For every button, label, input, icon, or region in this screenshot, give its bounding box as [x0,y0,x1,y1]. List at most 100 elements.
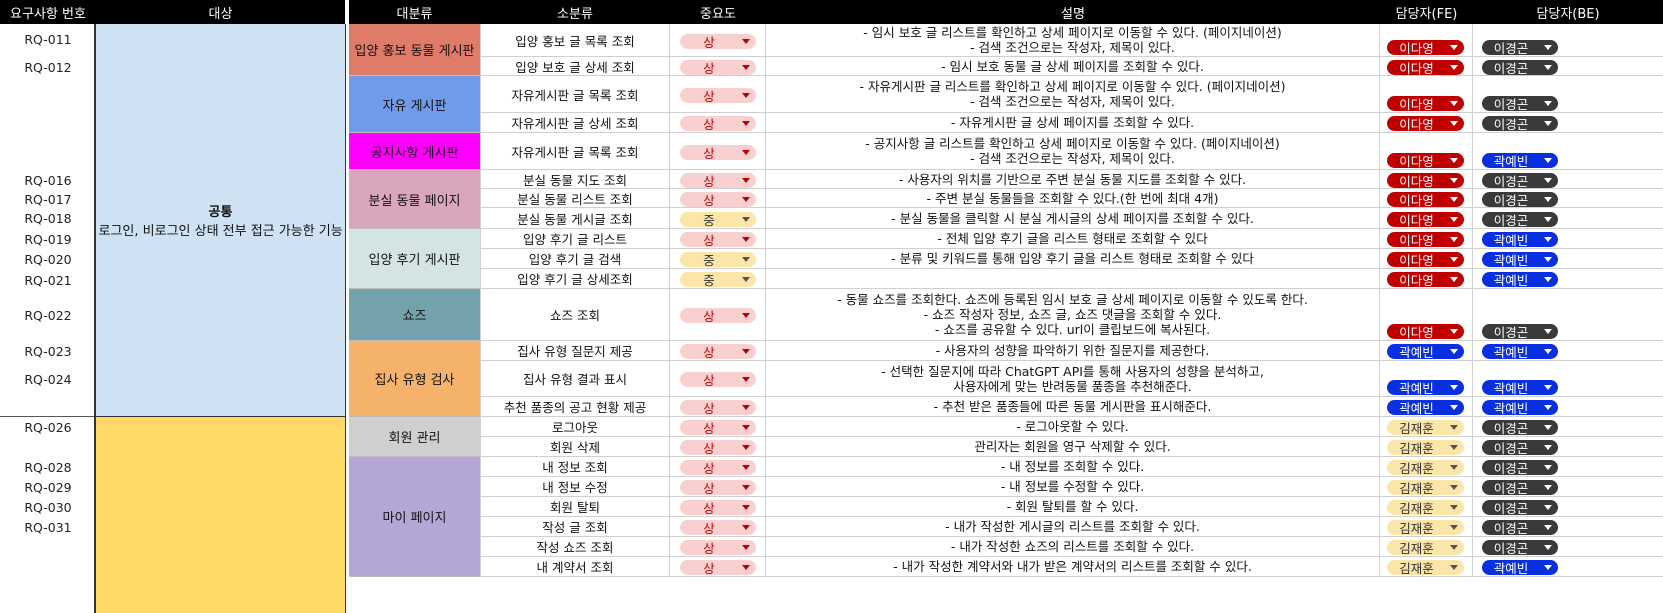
importance-dropdown[interactable]: 상 [680,560,756,576]
req-number[interactable]: RQ-026 [24,420,72,435]
description-cell[interactable]: - 동물 쇼즈를 조회한다. 쇼즈에 등록된 임시 보호 글 상세 페이지로 이… [766,289,1380,341]
importance-dropdown[interactable]: 중 [680,272,756,288]
header-importance[interactable]: 중요도 [670,0,766,24]
req-number[interactable]: RQ-028 [24,460,72,475]
be-owner-dropdown[interactable]: 곽예빈 [1482,232,1558,248]
req-number[interactable]: RQ-016 [24,173,72,188]
importance-dropdown[interactable]: 상 [680,191,756,208]
importance-dropdown[interactable]: 상 [680,520,756,536]
be-owner-dropdown[interactable]: 이경곤 [1482,172,1558,189]
be-owner-dropdown[interactable]: 곽예빈 [1482,153,1558,169]
subcategory-cell[interactable]: 내 정보 조회 [480,457,670,477]
importance-dropdown[interactable]: 상 [680,400,756,416]
be-owner-dropdown[interactable]: 곽예빈 [1482,344,1558,360]
subcategory-cell[interactable]: 자유게시판 글 상세 조회 [480,113,670,133]
be-owner-dropdown[interactable]: 곽예빈 [1482,252,1558,268]
category-cell[interactable]: 분실 동물 페이지 [349,170,480,229]
be-owner-dropdown[interactable]: 이경곤 [1482,480,1558,496]
subcategory-cell[interactable]: 분실 동물 게시글 조회 [480,208,670,229]
fe-owner-dropdown[interactable]: 이다영 [1387,272,1464,288]
header-be-owner[interactable]: 담당자(BE) [1473,0,1663,24]
description-cell[interactable]: - 사용자의 성향을 파악하기 위한 질문지를 제공한다. [766,341,1380,361]
fe-owner-dropdown[interactable]: 이다영 [1387,116,1464,132]
fe-owner-dropdown[interactable]: 김재훈 [1387,560,1464,576]
description-cell[interactable]: - 내 정보를 수정할 수 있다. [766,477,1380,497]
subcategory-cell[interactable]: 자유게시판 글 목록 조회 [480,76,670,113]
fe-owner-dropdown[interactable]: 이다영 [1387,59,1464,76]
req-number[interactable]: RQ-029 [24,480,72,495]
be-owner-dropdown[interactable]: 이경곤 [1482,116,1558,132]
be-owner-dropdown[interactable]: 이경곤 [1482,191,1558,208]
importance-dropdown[interactable]: 상 [680,344,756,360]
description-cell[interactable]: 관리자는 회원을 영구 삭제할 수 있다. [766,437,1380,457]
fe-owner-dropdown[interactable]: 김재훈 [1387,500,1464,516]
subcategory-cell[interactable]: 로그아웃 [480,417,670,437]
importance-dropdown[interactable]: 상 [680,33,756,50]
fe-owner-dropdown[interactable]: 김재훈 [1387,420,1464,436]
description-cell[interactable]: - 내가 작성한 쇼즈의 리스트를 조회할 수 있다. [766,537,1380,557]
req-number[interactable]: RQ-022 [24,308,72,323]
subcategory-cell[interactable]: 분실 동물 지도 조회 [480,170,670,189]
fe-owner-dropdown[interactable]: 이다영 [1387,172,1464,189]
description-cell[interactable]: - 추천 받은 품종들에 따른 동물 게시판을 표시해준다. [766,397,1380,417]
req-number[interactable]: RQ-011 [24,32,72,47]
req-number[interactable]: RQ-023 [24,344,72,359]
importance-dropdown[interactable]: 상 [680,59,756,76]
subcategory-cell[interactable]: 내 계약서 조회 [480,557,670,577]
be-owner-dropdown[interactable]: 이경곤 [1482,540,1558,556]
fe-owner-dropdown[interactable]: 곽예빈 [1387,344,1464,360]
importance-dropdown[interactable]: 상 [680,480,756,496]
subcategory-cell[interactable]: 집사 유형 결과 표시 [480,361,670,397]
subcategory-cell[interactable]: 입양 후기 글 리스트 [480,229,670,249]
importance-dropdown[interactable]: 상 [680,440,756,456]
importance-dropdown[interactable]: 상 [680,172,756,189]
importance-dropdown[interactable]: 중 [680,252,756,268]
category-cell[interactable]: 공지사항 게시판 [349,133,480,170]
importance-dropdown[interactable]: 상 [680,232,756,248]
subcategory-cell[interactable]: 회원 탈퇴 [480,497,670,517]
category-cell[interactable]: 집사 유형 검사 [349,341,480,417]
be-owner-dropdown[interactable]: 이경곤 [1482,40,1558,56]
fe-owner-dropdown[interactable]: 이다영 [1387,191,1464,208]
be-owner-dropdown[interactable]: 곽예빈 [1482,272,1558,288]
subcategory-cell[interactable]: 회원 삭제 [480,437,670,457]
be-owner-dropdown[interactable]: 이경곤 [1482,440,1558,456]
category-cell[interactable]: 마이 페이지 [349,457,480,577]
importance-dropdown[interactable]: 상 [680,372,756,388]
be-owner-dropdown[interactable]: 곽예빈 [1482,380,1558,396]
category-cell[interactable]: 자유 게시판 [349,76,480,133]
target-common-cell[interactable]: 공통 로그인, 비로그인 상태 전부 접근 가능한 기능 [94,24,346,417]
fe-owner-dropdown[interactable]: 김재훈 [1387,540,1464,556]
req-number[interactable]: RQ-021 [24,273,72,288]
description-cell[interactable]: - 분실 동물을 클릭할 시 분실 게시글의 상세 페이지를 조회할 수 있다. [766,208,1380,229]
importance-dropdown[interactable]: 상 [680,144,756,161]
be-owner-dropdown[interactable]: 이경곤 [1482,460,1558,476]
importance-dropdown[interactable]: 상 [680,460,756,476]
description-cell[interactable]: - 선택한 질문지에 따라 ChatGPT API를 통해 사용자의 성향을 분… [766,361,1380,397]
fe-owner-dropdown[interactable]: 이다영 [1387,96,1464,112]
req-number[interactable]: RQ-030 [24,500,72,515]
subcategory-cell[interactable]: 작성 쇼즈 조회 [480,537,670,557]
fe-owner-dropdown[interactable]: 이다영 [1387,232,1464,248]
be-owner-dropdown[interactable]: 이경곤 [1482,96,1558,112]
description-cell[interactable]: - 사용자의 위치를 기반으로 주변 분실 동물 지도를 조회할 수 있다. [766,170,1380,189]
description-cell[interactable]: - 내가 작성한 계약서와 내가 받은 계약서의 리스트를 조회할 수 있다. [766,557,1380,577]
req-number[interactable]: RQ-020 [24,252,72,267]
importance-dropdown[interactable]: 상 [680,540,756,556]
subcategory-cell[interactable]: 추천 품종의 공고 현황 제공 [480,397,670,417]
subcategory-cell[interactable]: 작성 글 조회 [480,517,670,537]
target-member-cell[interactable] [94,417,346,613]
description-cell[interactable]: - 내 정보를 조회할 수 있다. [766,457,1380,477]
fe-owner-dropdown[interactable]: 김재훈 [1387,460,1464,476]
req-number[interactable]: RQ-012 [24,60,72,75]
req-number[interactable]: RQ-018 [24,211,72,226]
description-cell[interactable]: - 자유게시판 글 리스트를 확인하고 상세 페이지로 이동할 수 있다. (페… [766,76,1380,113]
be-owner-dropdown[interactable]: 곽예빈 [1482,400,1558,416]
be-owner-dropdown[interactable]: 이경곤 [1482,211,1558,228]
description-cell[interactable]: - 임시 보호 동물 글 상세 페이지를 조회할 수 있다. [766,57,1380,76]
description-cell[interactable]: - 전체 입양 후기 글을 리스트 형태로 조회할 수 있다 [766,229,1380,249]
description-cell[interactable]: - 회원 탈퇴를 할 수 있다. [766,497,1380,517]
req-number[interactable]: RQ-031 [24,520,72,535]
subcategory-cell[interactable]: 내 정보 수정 [480,477,670,497]
description-cell[interactable]: - 분류 및 키워드를 통해 입양 후기 글을 리스트 형태로 조회할 수 있다 [766,249,1380,269]
